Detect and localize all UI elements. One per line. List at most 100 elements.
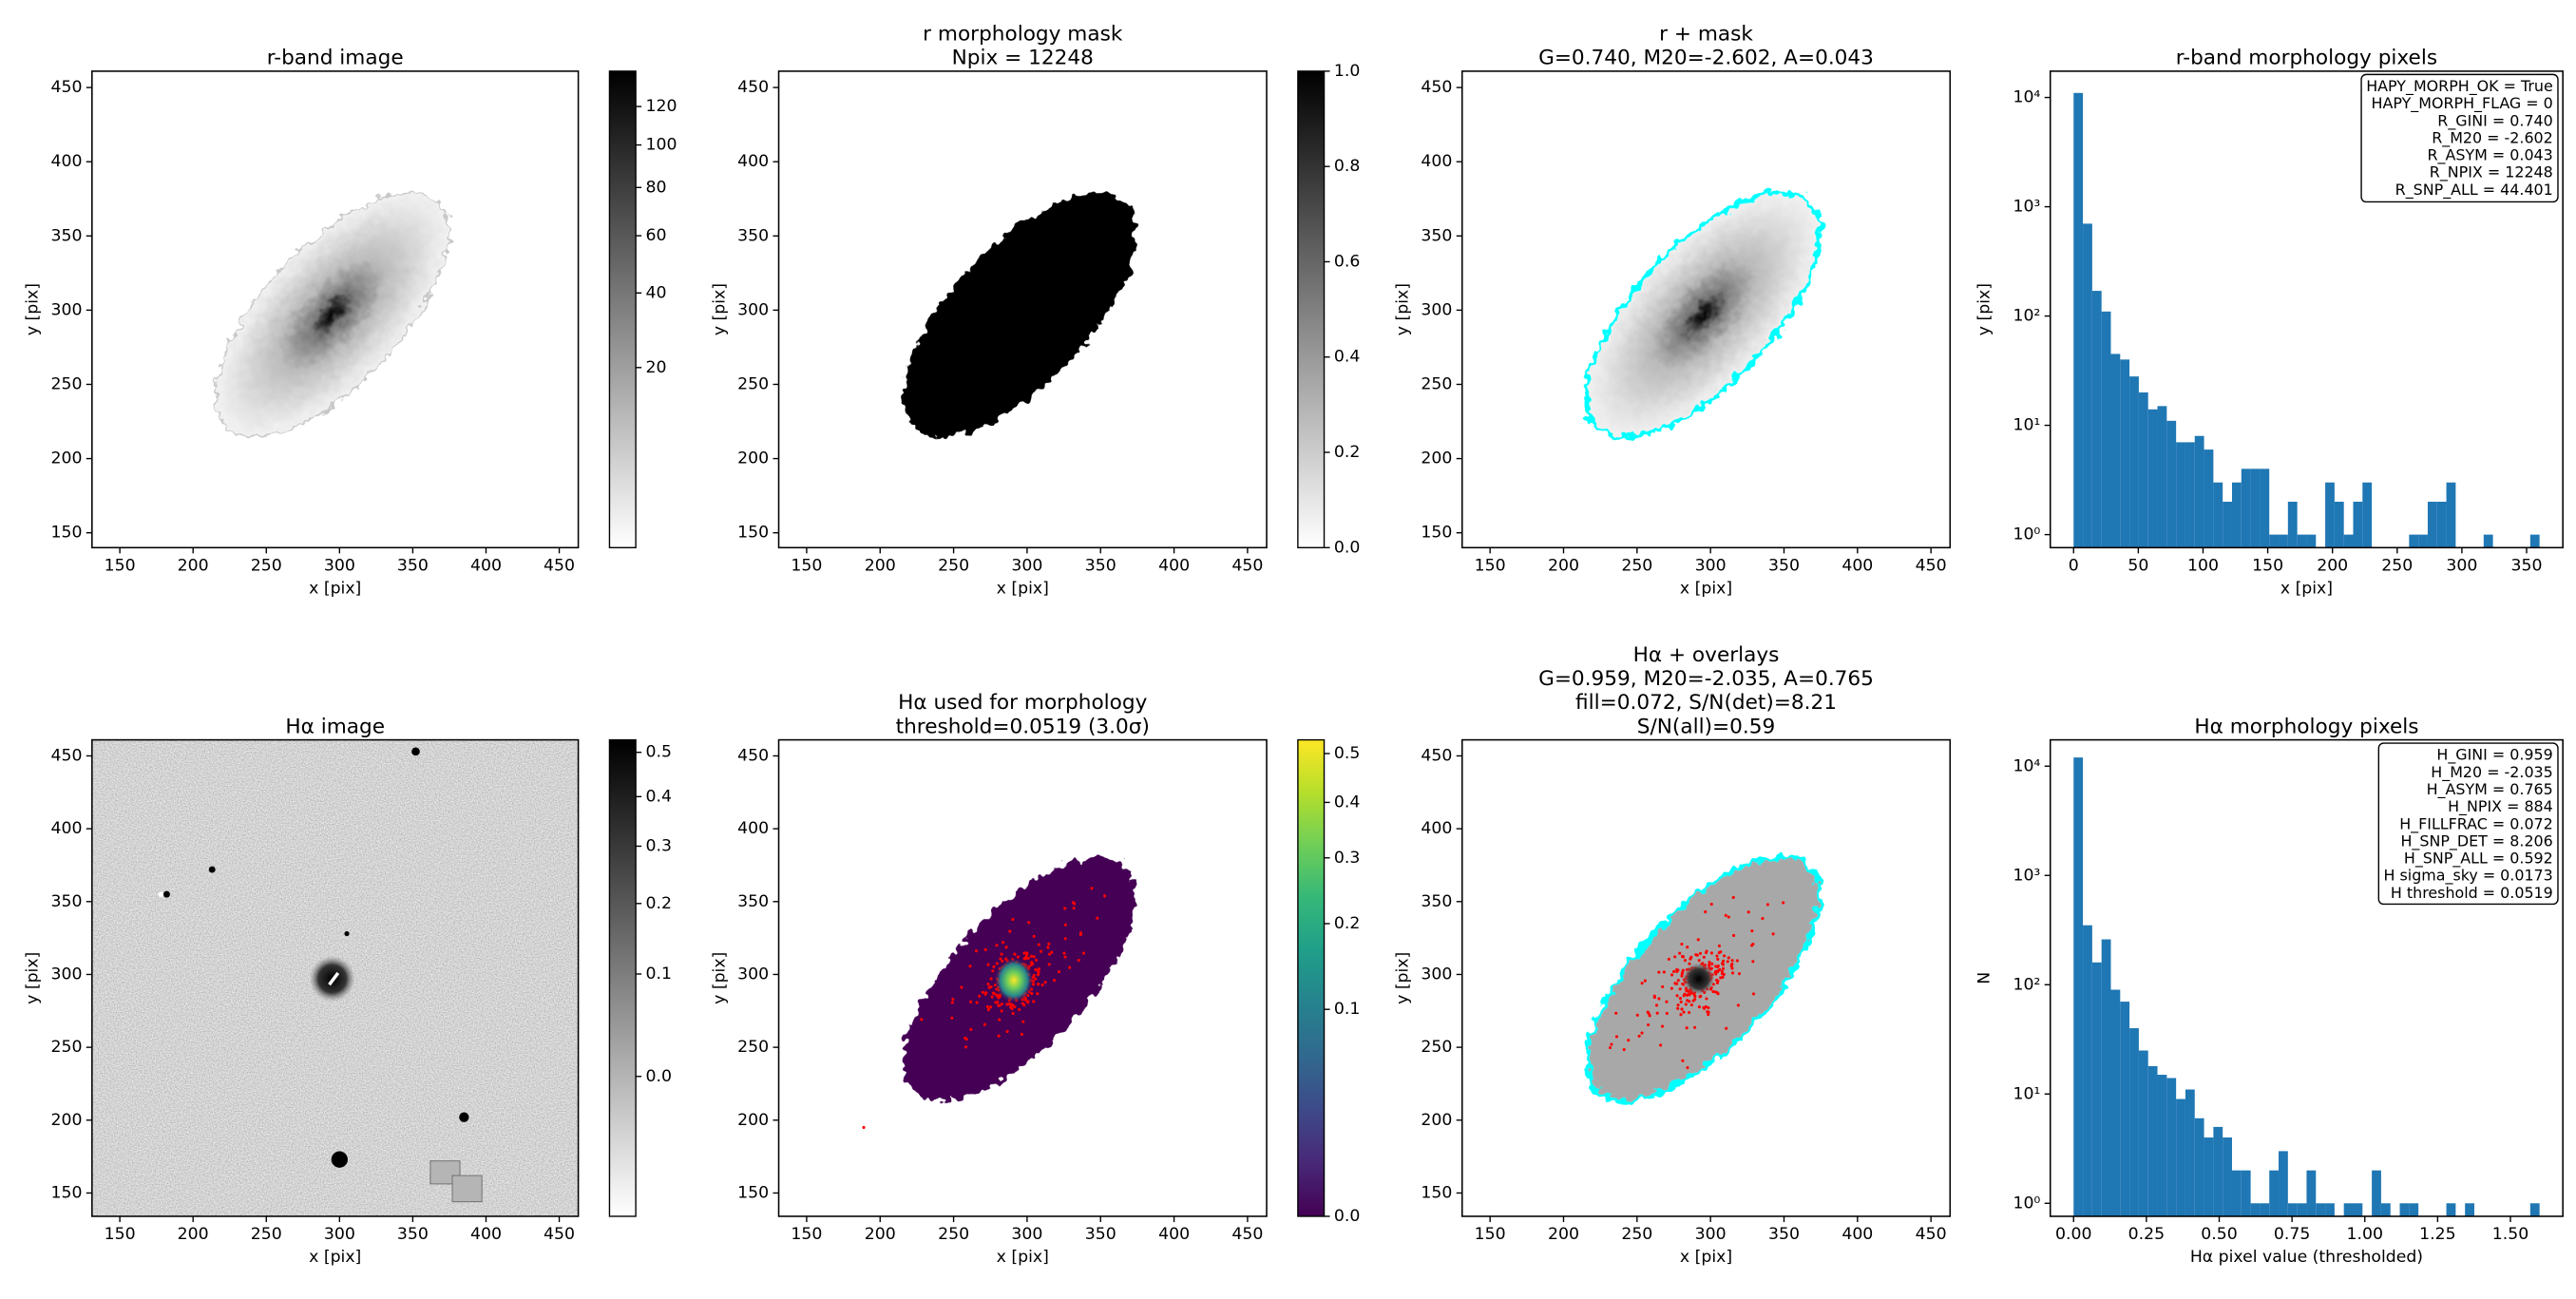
annotation-line: H_ASYM = 0.765 xyxy=(2427,780,2553,799)
colorbar-tick-label: 0.2 xyxy=(645,894,671,913)
x-axis-label: x [pix] xyxy=(997,1248,1049,1267)
hist-bar xyxy=(2129,1028,2139,1216)
flagged-pixel xyxy=(1608,1045,1612,1050)
flagged-pixel xyxy=(960,985,964,989)
colorbar-tick-label: 0.0 xyxy=(1334,538,1360,557)
flagged-pixel xyxy=(1686,1065,1689,1070)
axes-frame xyxy=(777,738,1268,1217)
flagged-pixel xyxy=(1665,1000,1669,1003)
colorbar-tick-label: 0.8 xyxy=(1334,157,1360,176)
hist-bar xyxy=(2120,359,2130,548)
flagged-pixel xyxy=(1032,955,1036,959)
flagged-pixel xyxy=(1681,955,1685,959)
plot-area xyxy=(862,856,1136,1130)
hist-bar xyxy=(2353,501,2363,548)
annotation-line: H sigma_sky = 0.0173 xyxy=(2384,867,2553,886)
flagged-pixel xyxy=(1750,929,1754,933)
colorbar-tick-label: 0.3 xyxy=(645,836,671,855)
y-tick-label: 150 xyxy=(737,1183,769,1202)
flagged-pixel xyxy=(1751,942,1755,946)
flagged-pixel xyxy=(1072,907,1076,910)
hist-bar xyxy=(2120,1002,2130,1216)
hist-bar xyxy=(2250,468,2261,548)
flagged-pixel xyxy=(1030,991,1034,996)
flagged-pixel xyxy=(999,957,1002,961)
panel-title: Hα + overlays xyxy=(1633,643,1780,667)
y-axis-label: y [pix] xyxy=(710,283,729,335)
flagged-pixel xyxy=(1715,978,1719,982)
annotation-line: H_SNP_DET = 8.206 xyxy=(2400,831,2552,850)
flagged-pixel xyxy=(1715,981,1720,984)
hist-bar xyxy=(2138,1050,2148,1216)
hist-bar xyxy=(2260,1203,2270,1216)
flagged-pixel xyxy=(986,963,990,966)
flagged-pixel xyxy=(1702,955,1706,959)
x-tick-label: 250 xyxy=(251,556,282,575)
flagged-pixel xyxy=(1735,959,1739,963)
hist-bar xyxy=(2306,534,2317,548)
flagged-pixel xyxy=(1081,951,1086,955)
panel: r-band morphology pixels 0 50 100 150 200 250 3… xyxy=(1975,47,2564,599)
flagged-pixel xyxy=(1737,972,1742,976)
hist-bar xyxy=(2353,1203,2363,1216)
hist-bar xyxy=(2073,757,2084,1216)
flagged-pixel xyxy=(1090,887,1094,890)
x-tick-label: 400 xyxy=(470,556,502,575)
flagged-pixel xyxy=(1686,946,1689,949)
annotation-line: R_ASYM = 0.043 xyxy=(2428,146,2553,165)
flagged-pixel xyxy=(1709,951,1713,955)
flagged-pixel xyxy=(1705,997,1708,1001)
y-tick-label: 300 xyxy=(50,965,82,984)
flagged-pixel xyxy=(1684,1003,1688,1006)
y-axis-label: y [pix] xyxy=(1975,283,1994,335)
hist-bar xyxy=(2316,1203,2326,1216)
flagged-pixel xyxy=(1678,951,1682,955)
x-tick-label: 350 xyxy=(1768,556,1800,575)
y-tick-label: 250 xyxy=(1421,374,1452,393)
flagged-pixel xyxy=(1708,961,1711,965)
x-tick-label: 450 xyxy=(1916,1225,1947,1244)
flagged-pixel xyxy=(978,994,982,998)
flagged-pixel xyxy=(995,993,1000,997)
flagged-pixel xyxy=(1680,942,1684,946)
flagged-pixel xyxy=(1036,969,1040,973)
flagged-pixel xyxy=(1657,997,1661,1001)
x-tick-label: 200 xyxy=(865,1225,896,1244)
flagged-pixel xyxy=(998,1018,1002,1022)
x-tick-label: 300 xyxy=(324,556,355,575)
colorbar-tick-label: 0.5 xyxy=(1334,744,1360,763)
hist-bar xyxy=(2083,925,2092,1216)
colorbar-tick-label: 0.4 xyxy=(645,787,671,806)
flagged-pixel xyxy=(1703,1006,1707,1010)
flagged-pixel xyxy=(1032,934,1036,938)
x-tick-label: 1.00 xyxy=(2347,1225,2383,1244)
source xyxy=(344,930,350,937)
hist-bar xyxy=(2241,468,2251,548)
hist-bar xyxy=(2194,435,2204,548)
flagged-pixel xyxy=(1672,969,1676,973)
flagged-pixel xyxy=(1704,910,1708,914)
x-tick-label: 300 xyxy=(1011,556,1042,575)
hist-bar xyxy=(2213,1126,2223,1216)
flagged-pixel xyxy=(1031,962,1035,965)
y-tick-label: 400 xyxy=(1421,152,1452,171)
axes-frame xyxy=(2049,738,2564,1217)
flagged-pixel xyxy=(1659,1043,1663,1047)
flagged-pixel xyxy=(1036,992,1040,996)
x-tick-label: 450 xyxy=(544,1225,575,1244)
flagged-pixel xyxy=(1670,973,1674,977)
hist-bar xyxy=(2269,534,2280,548)
y-tick-label: 10⁴ xyxy=(2013,756,2040,775)
flagged-pixel xyxy=(1782,901,1785,905)
flagged-pixel xyxy=(1077,958,1080,963)
hist-bar xyxy=(2483,534,2493,548)
y-tick-label: 150 xyxy=(737,524,769,543)
source xyxy=(162,890,170,898)
hist-bar xyxy=(2176,442,2185,548)
y-tick-label: 10⁰ xyxy=(2013,525,2040,544)
flagged-pixel xyxy=(1640,1031,1644,1035)
x-tick-label: 0.00 xyxy=(2055,1225,2091,1244)
hist-bar xyxy=(2083,223,2092,548)
y-tick-label: 10² xyxy=(2013,975,2040,994)
flagged-pixel xyxy=(1667,957,1670,961)
